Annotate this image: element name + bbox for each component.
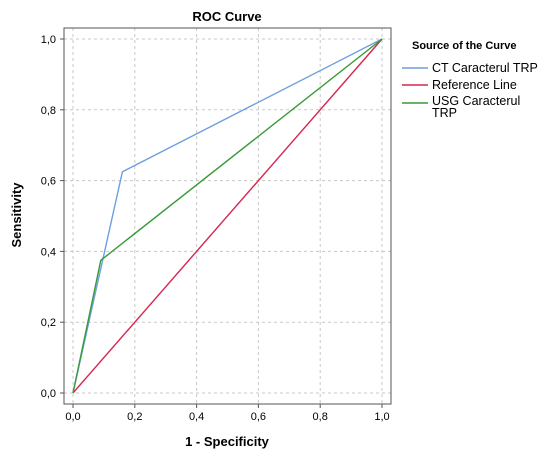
y-tick-label: 1,0 <box>41 34 56 46</box>
chart-title: ROC Curve <box>192 9 261 24</box>
series-lines <box>72 38 383 394</box>
x-ticks: 0,0 0,2 0,4 0,6 0,8 1,0 <box>65 404 390 423</box>
grid <box>64 28 391 404</box>
series-line-0 <box>72 38 383 394</box>
x-tick-label: 0,6 <box>251 411 266 423</box>
x-tick-label: 0,0 <box>65 411 80 423</box>
legend-entry-0: CT Caracterul TRP <box>432 61 538 75</box>
x-tick-label: 0,4 <box>189 411 204 423</box>
y-tick-label: 0,8 <box>41 105 56 117</box>
x-tick-label: 1,0 <box>374 411 389 423</box>
legend-title: Source of the Curve <box>412 40 517 52</box>
y-ticks: 0,0 0,2 0,4 0,6 0,8 1,0 <box>41 34 64 400</box>
x-axis-label: 1 - Specificity <box>185 434 270 449</box>
plot-frame <box>63 27 392 405</box>
y-tick-label: 0,0 <box>41 388 56 400</box>
y-tick-label: 0,4 <box>41 246 56 258</box>
y-tick-label: 0,6 <box>41 176 56 188</box>
y-tick-label: 0,2 <box>41 317 56 329</box>
series-line-2 <box>72 38 383 394</box>
x-tick-label: 0,8 <box>313 411 328 423</box>
legend-entry-1: Reference Line <box>432 78 517 92</box>
legend: Source of the Curve CT Caracterul TRP Ref… <box>402 40 538 120</box>
y-axis-label: Sensitivity <box>9 182 24 248</box>
legend-entry-2: USG Caracterul TRP <box>432 94 520 120</box>
series-line-1 <box>72 38 383 394</box>
x-tick-label: 0,2 <box>127 411 142 423</box>
